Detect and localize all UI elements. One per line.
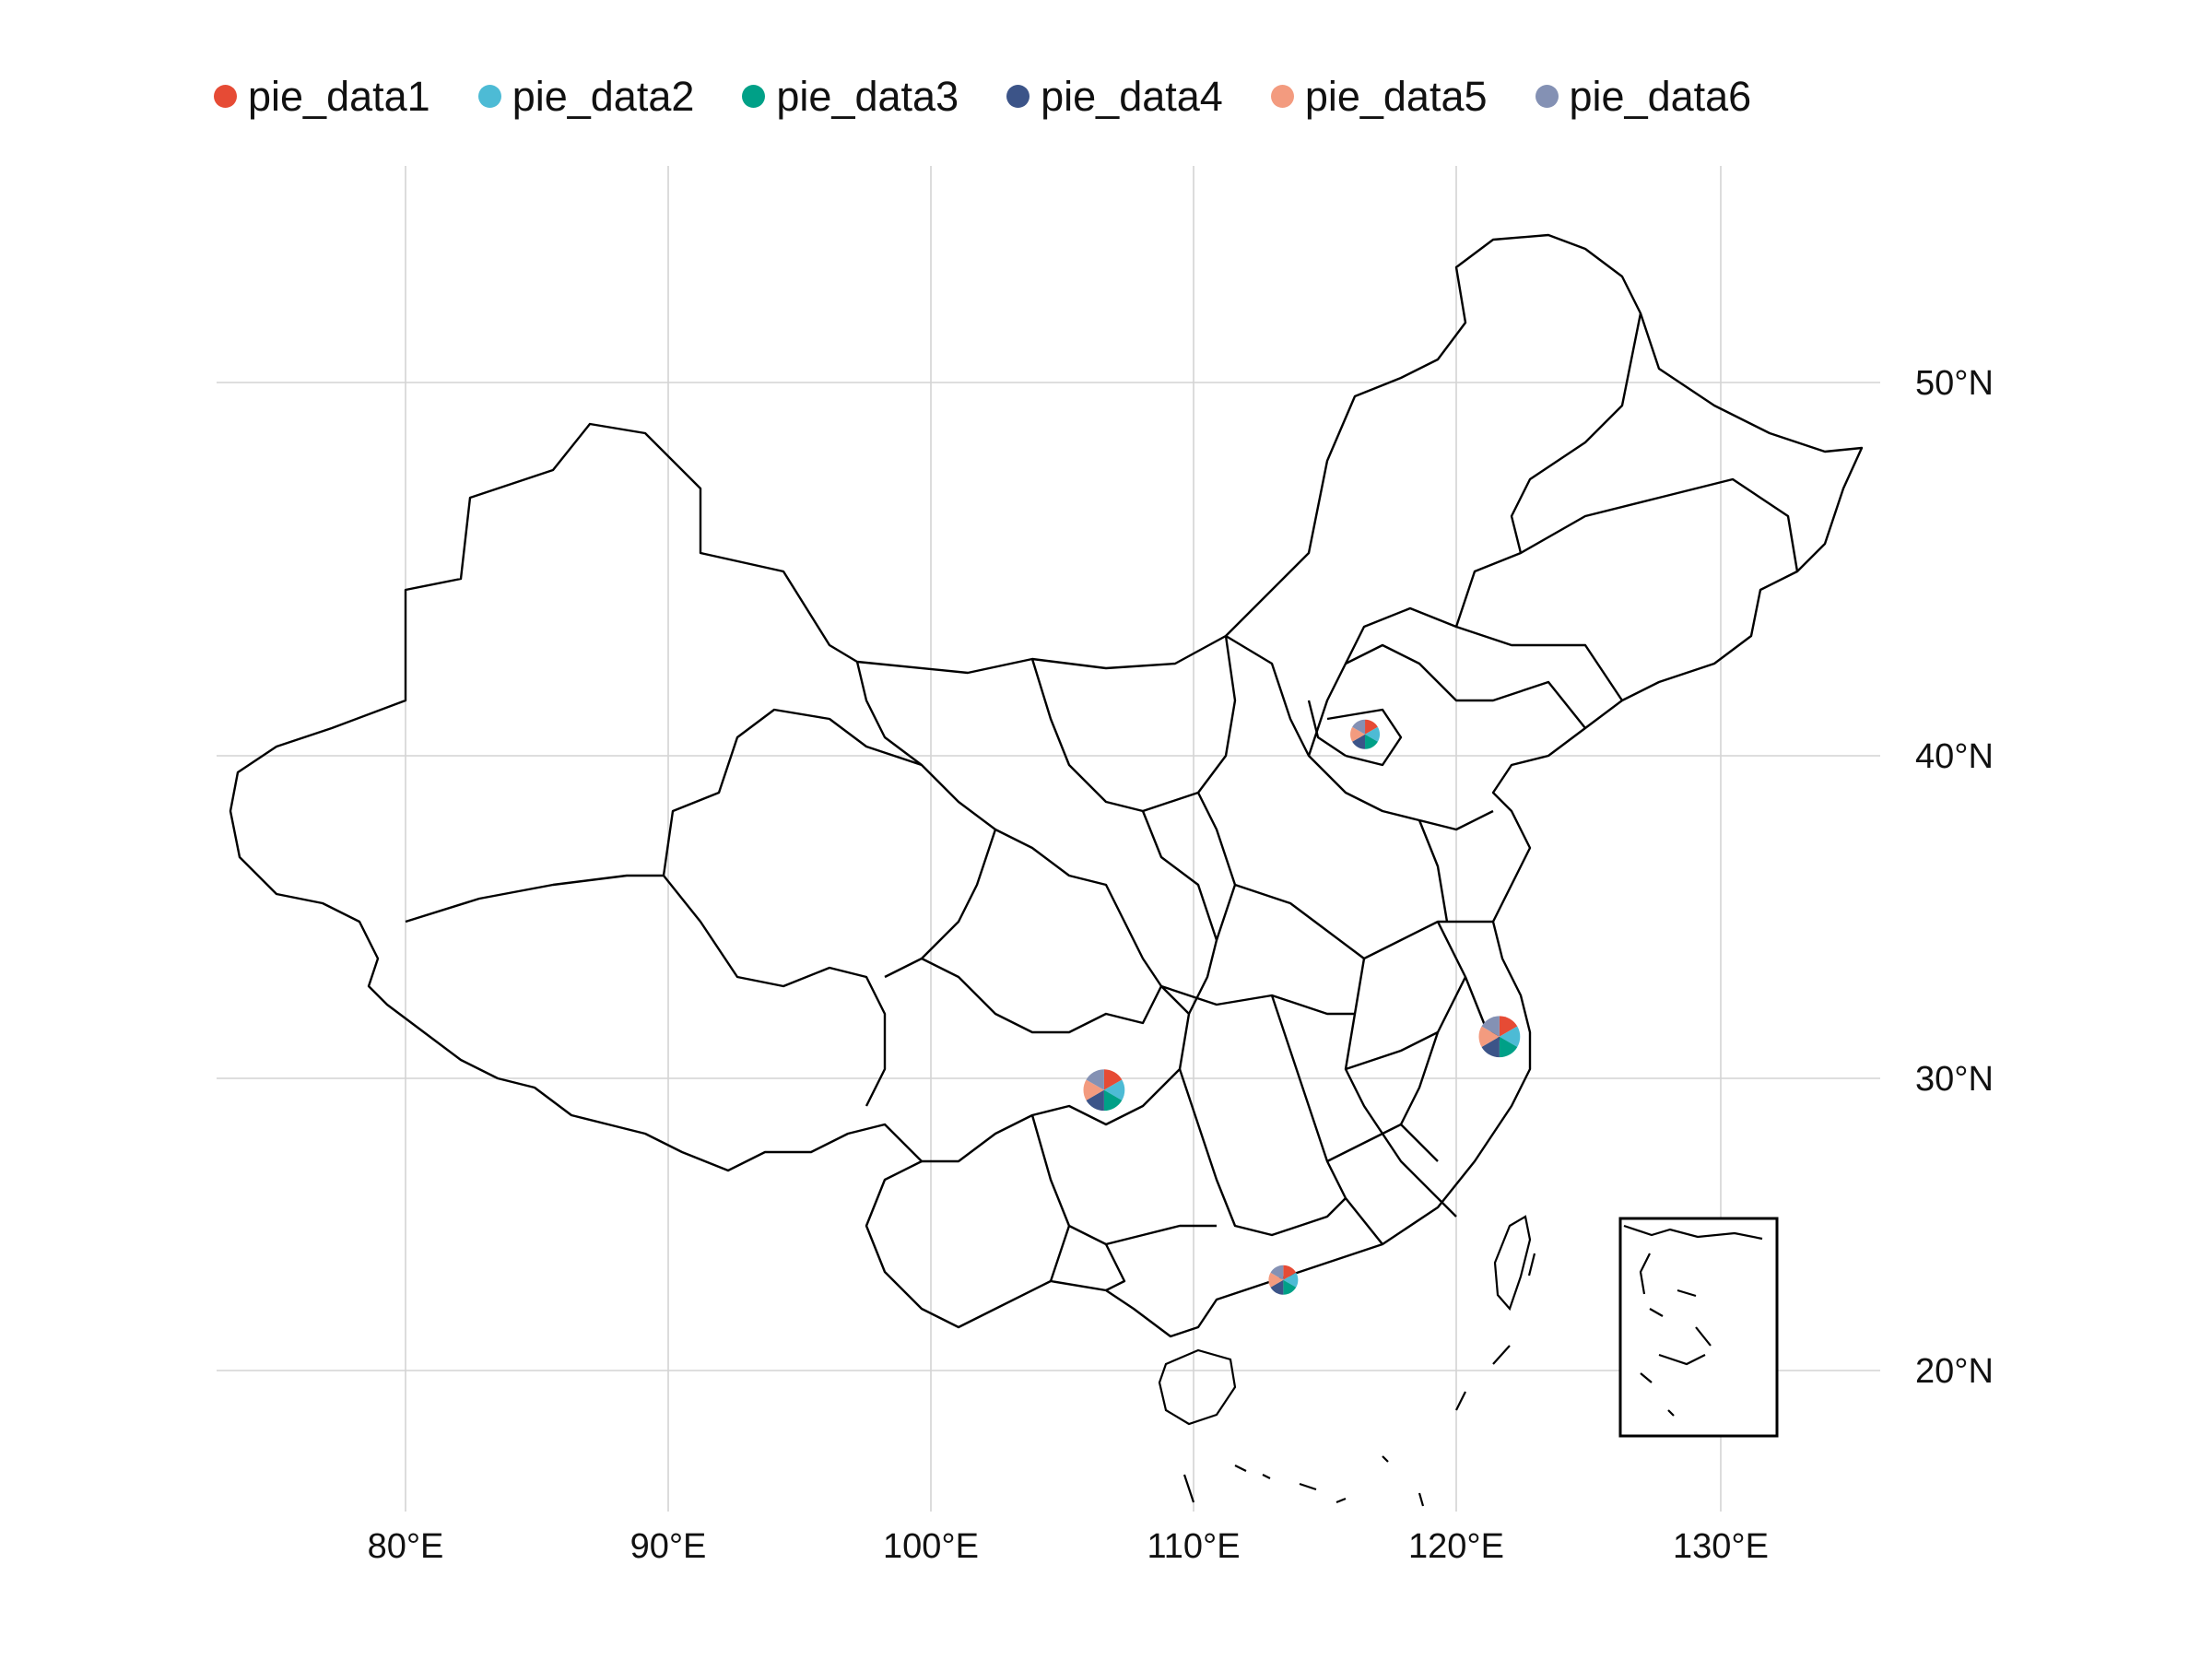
legend-dot-pie-data1 [214, 84, 237, 108]
pie-slice-pie_data4 [1270, 1279, 1284, 1295]
pie-slice-pie_data2 [1365, 726, 1381, 742]
province-boundary [1326, 1030, 1439, 1163]
pie-slice-pie_data1 [1283, 1265, 1297, 1280]
x-tick-label: 130°E [1673, 1527, 1769, 1566]
hainan-island [1158, 1348, 1237, 1426]
province-boundary [1160, 984, 1383, 1245]
x-tick-label: 80°E [368, 1527, 444, 1566]
pie-slice-pie_data4 [1086, 1089, 1104, 1112]
pie-marker [1478, 1016, 1521, 1058]
pie-slice-pie_data2 [1499, 1026, 1521, 1047]
province-boundary [1141, 810, 1218, 1015]
legend-item-pie-data4: pie_data4 [1006, 76, 1223, 117]
pie-slice-pie_data3 [1365, 734, 1378, 749]
legend-item-pie-data1: pie_data1 [214, 76, 430, 117]
legend-label: pie_data5 [1304, 72, 1488, 120]
x-tick-label: 110°E [1147, 1527, 1240, 1566]
y-tick-label: 50°N [1915, 364, 1994, 403]
y-tick-label: 30°N [1915, 1060, 1994, 1099]
pie-slice-pie_data3 [1103, 1089, 1123, 1112]
pie-slice-pie_data5 [1268, 1272, 1284, 1288]
pie-marker [1083, 1069, 1125, 1112]
y-tick-label: 40°N [1915, 737, 1994, 776]
pie-slice-pie_data1 [1499, 1016, 1518, 1037]
province-boundary [1049, 1225, 1126, 1292]
south-sea-islands [1182, 1253, 1536, 1507]
pie-slice-pie_data6 [1481, 1016, 1500, 1037]
province-boundary [1510, 312, 1642, 554]
province-boundary [1307, 700, 1403, 767]
x-axis-labels: 80°E 90°E 100°E 110°E 120°E 130°E [368, 1527, 1769, 1566]
province-boundary [1030, 1114, 1217, 1246]
legend-item-pie-data3: pie_data3 [742, 76, 959, 117]
x-tick-label: 100°E [883, 1527, 979, 1566]
inset-frame [1618, 1217, 1779, 1438]
inset-map [1618, 1217, 1779, 1438]
islands [1158, 1215, 1536, 1507]
x-tick-label: 90°E [630, 1527, 707, 1566]
pie-slice-pie_data6 [1352, 719, 1366, 735]
pie-slice-pie_data4 [1352, 734, 1366, 749]
pie-markers [1083, 719, 1521, 1295]
legend-dot-pie-data4 [1006, 84, 1030, 108]
pie-slice-pie_data4 [1481, 1036, 1500, 1058]
province-boundary [1344, 606, 1623, 701]
country-outline [229, 233, 1864, 1338]
legend: pie_data1 pie_data2 pie_data3 pie_data4 … [214, 66, 1751, 125]
y-tick-label: 20°N [1915, 1352, 1994, 1391]
y-axis-labels: 20°N 30°N 40°N 50°N [1915, 364, 1994, 1391]
legend-label: pie_data2 [512, 72, 695, 120]
pie-slice-pie_data6 [1086, 1069, 1104, 1090]
legend-label: pie_data3 [776, 72, 959, 120]
legend-dot-pie-data6 [1535, 84, 1559, 108]
legend-item-pie-data5: pie_data5 [1270, 72, 1488, 120]
pie-slice-pie_data1 [1365, 719, 1378, 735]
pie-slice-pie_data6 [1270, 1265, 1284, 1280]
china-outline [229, 233, 1864, 1338]
pie-slice-pie_data1 [1103, 1069, 1123, 1090]
province-boundary [1225, 634, 1494, 831]
province-boundary [1307, 643, 1586, 757]
province-boundary [662, 708, 997, 979]
province-boundary [405, 874, 887, 1107]
pie-slice-pie_data2 [1103, 1079, 1125, 1100]
province-boundary [1344, 819, 1457, 1218]
legend-dot-pie-data2 [477, 84, 501, 108]
legend-item-pie-data6: pie_data6 [1535, 72, 1752, 120]
x-tick-label: 120°E [1408, 1527, 1504, 1566]
pie-slice-pie_data5 [1478, 1026, 1500, 1047]
legend-label: pie_data1 [248, 72, 430, 120]
pie-slice-pie_data3 [1283, 1279, 1297, 1295]
legend-dot-pie-data3 [742, 84, 766, 108]
pie-slice-pie_data2 [1283, 1272, 1299, 1288]
taiwan-island [1493, 1215, 1532, 1312]
inset-coastline [1623, 1224, 1763, 1417]
province-boundary [1178, 1068, 1347, 1237]
province-boundary [922, 828, 1191, 1163]
province-boundary [921, 957, 1163, 1034]
legend-dot-pie-data5 [1270, 84, 1294, 108]
pie-slice-pie_data5 [1083, 1079, 1104, 1100]
pie-slice-pie_data3 [1499, 1036, 1518, 1058]
pie-slice-pie_data5 [1350, 726, 1366, 742]
legend-label: pie_data6 [1569, 72, 1752, 120]
legend-label: pie_data4 [1041, 72, 1223, 120]
pie-marker [1268, 1265, 1299, 1295]
province-boundary [1196, 792, 1493, 960]
province-boundary [855, 661, 923, 766]
pie-marker [1350, 719, 1381, 749]
province-boundary [1454, 477, 1799, 628]
graticule [217, 166, 1880, 1512]
legend-item-pie-data2: pie_data2 [477, 72, 695, 120]
